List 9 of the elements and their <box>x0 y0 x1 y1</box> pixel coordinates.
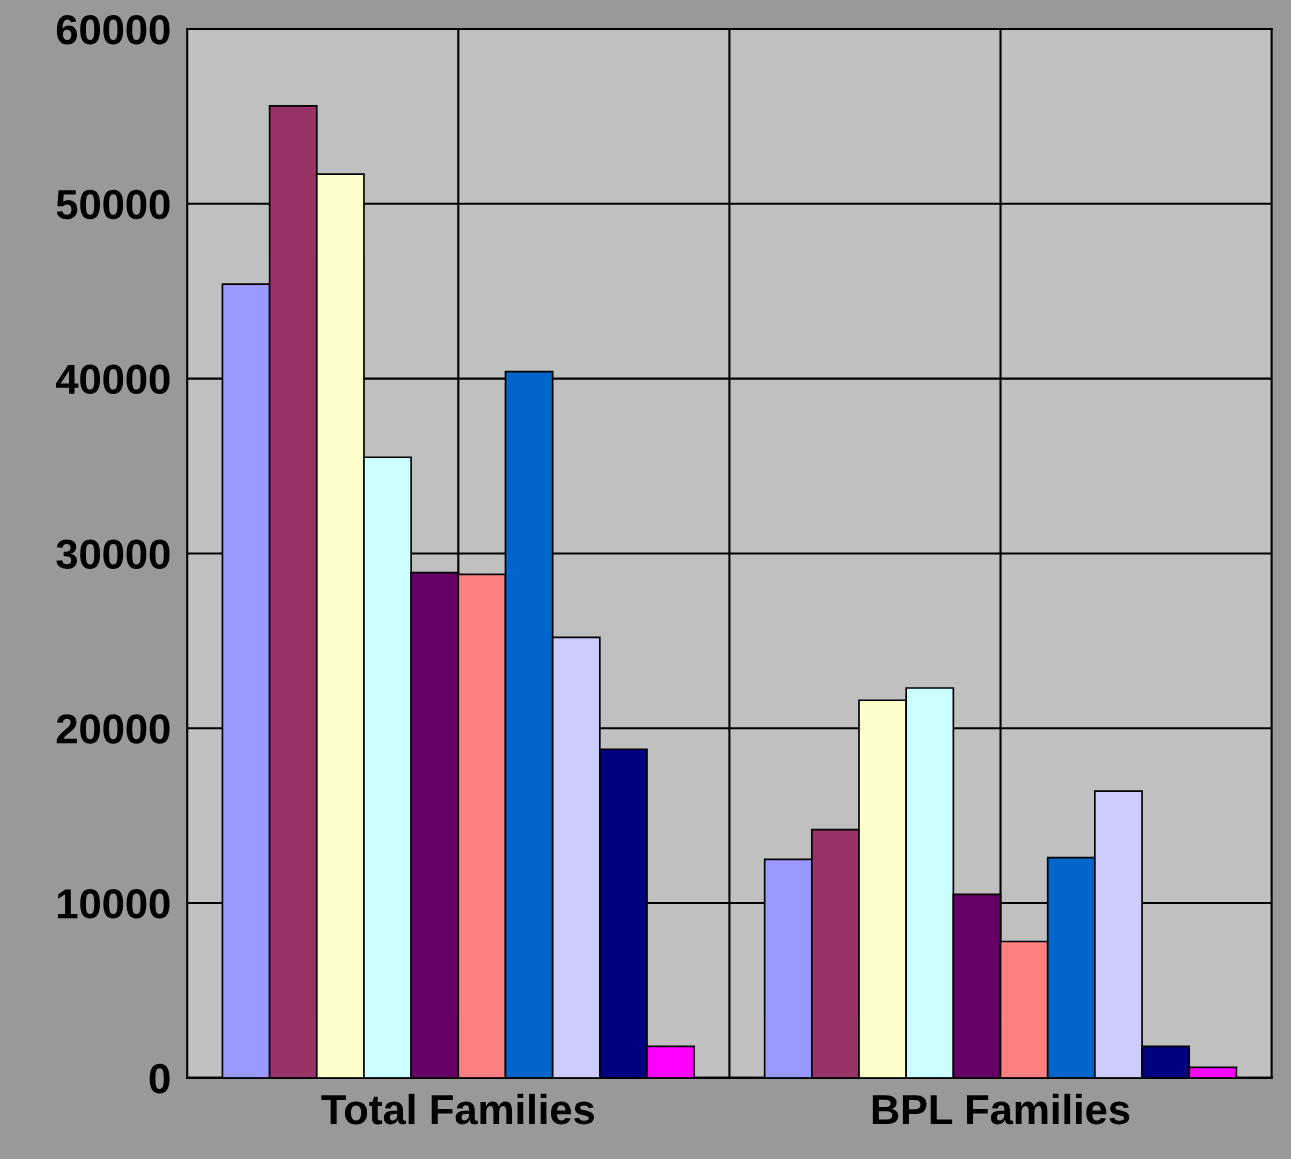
y-tick-label: 40000 <box>56 364 170 395</box>
x-tick-label: BPL Families <box>872 1093 1130 1125</box>
y-tick-label: 50000 <box>56 189 170 220</box>
x-tick-label: Total Families <box>321 1093 594 1125</box>
y-tick-label: 30000 <box>56 539 170 569</box>
y-tick-label: 10000 <box>57 889 170 919</box>
y-tick-label: 60000 <box>56 14 170 45</box>
y-tick-label: 0 <box>149 1063 170 1094</box>
y-tick-label: 20000 <box>56 714 170 744</box>
